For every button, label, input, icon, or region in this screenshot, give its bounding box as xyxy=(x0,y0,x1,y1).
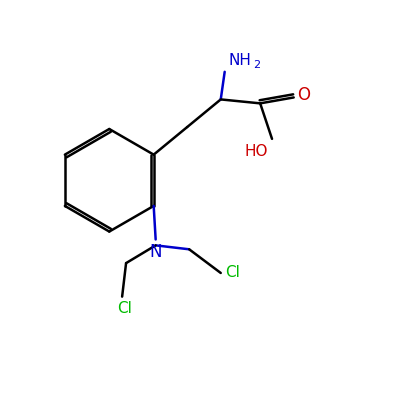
Text: HO: HO xyxy=(244,144,268,158)
Text: Cl: Cl xyxy=(225,266,240,280)
Text: 2: 2 xyxy=(253,60,260,70)
Text: N: N xyxy=(150,243,162,261)
Text: NH: NH xyxy=(229,53,252,68)
Text: O: O xyxy=(297,86,310,104)
Text: Cl: Cl xyxy=(117,300,132,316)
